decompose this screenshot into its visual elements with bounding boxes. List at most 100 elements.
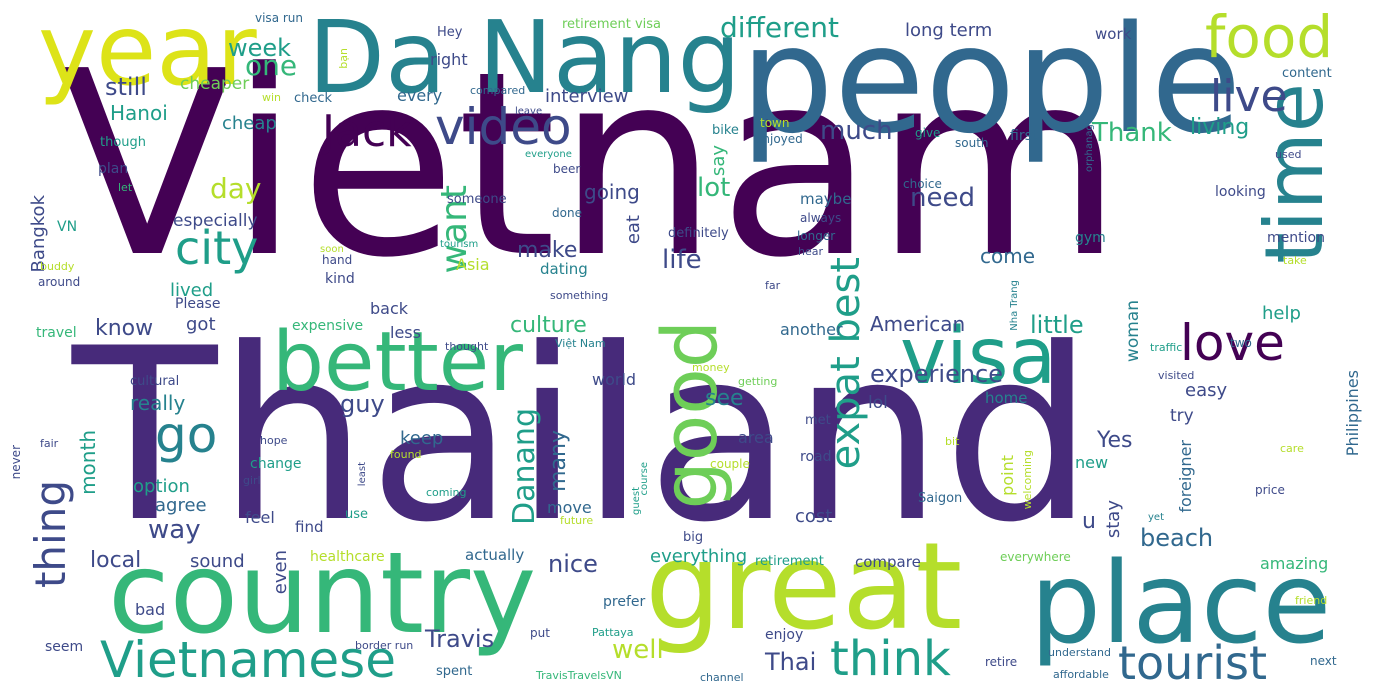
word-beach: beach [1140,524,1214,552]
word-great: great [645,518,963,657]
word-vietnamese: Vietnamese [100,631,396,689]
word-guy: guy [340,390,385,418]
word-video: video [435,98,572,156]
word-option: option [133,476,190,497]
word-someone: someone [447,192,507,207]
word-good: good [645,320,734,510]
word-buddy: buddy [40,260,75,273]
word-living: living [1190,115,1250,140]
word-say: say [708,145,729,177]
word-channel: channel [700,671,744,684]
word-mention: mention [1267,230,1325,246]
word-win: win [262,91,282,104]
word-cheaper: cheaper [180,74,250,94]
word-travistravelsvn: TravisTravelsVN [536,669,622,682]
word-amazing: amazing [1260,554,1329,573]
word-done: done [552,206,582,220]
word-welcoming: welcoming [1021,450,1034,510]
word-friend: friend [1295,594,1328,607]
word-enjoy: enjoy [765,627,804,643]
word-change: change [250,456,302,472]
word-border-run: border run [355,639,414,652]
word-thailand: Thailand [72,298,1095,575]
word-little: little [1030,311,1084,339]
word-jack: Jack [322,106,412,157]
word-philippines: Philippines [1343,370,1362,457]
word-kind: kind [325,271,355,287]
word-long-term: long term [905,20,993,41]
word-found: found [390,448,422,461]
word-lot: lot [697,173,731,203]
word-cultural: cultural [130,374,180,389]
word-visited: visited [1158,369,1195,382]
word-yet: yet [1148,512,1164,523]
word-hear: hear [798,245,824,258]
word-tourist: tourist [1118,636,1268,690]
word-area: area [738,428,774,447]
word-feel: feel [245,508,275,527]
word-fair: fair [40,437,59,450]
word-price: price [1255,483,1285,497]
word-bit: bit [945,435,960,448]
word-road: road [800,449,832,465]
word-visa: visa [900,312,1057,402]
word-stay: stay [1103,500,1124,539]
word-woman: woman [1123,300,1143,363]
word-come: come [980,244,1036,268]
word-asia: Asia [456,255,490,274]
word-lol: lol [868,393,888,413]
word-actually: actually [465,546,525,564]
word-looking: looking [1215,184,1266,200]
word-put: put [530,626,550,640]
word-life: life [662,245,702,275]
word-year: year [38,0,257,108]
word-every: every [397,86,443,105]
word-many: many [546,430,571,492]
word-least: least [357,462,368,487]
word-back: back [370,299,409,318]
word-nha-trang: Nha Trang [1009,280,1020,331]
word-first: first [1010,128,1038,144]
word-next: next [1310,654,1337,668]
word-never: never [9,445,23,480]
word-content: content [1282,66,1332,81]
word-seem: seem [45,639,84,655]
word-travel: travel [36,325,77,341]
word-got: got [186,314,216,335]
word-foreigner: foreigner [1176,440,1195,513]
word-keep: keep [400,428,444,449]
word-american: American [870,312,966,336]
word-two: two [1230,336,1252,350]
word-better: better [272,315,523,410]
word-pattaya: Pattaya [592,626,634,639]
word-expensive: expensive [292,318,364,334]
word-couple: couple [710,457,750,471]
word-local: local [90,548,142,573]
word-thai: Thai [765,648,817,676]
word-try: try [1170,406,1194,426]
word-cheap: cheap [222,113,277,134]
word-point: point [998,455,1017,496]
word-let: let [118,181,133,194]
word-town: town [760,116,790,130]
word-day: day [210,172,262,205]
word-girl: girl [243,474,261,487]
word-experience: experience [870,360,1004,388]
word-way: way [148,515,201,545]
word-week: week [228,34,292,62]
word-always: always [800,211,842,225]
word-danang: Danang [507,408,542,525]
word-world: world [592,370,637,389]
word-everywhere: everywhere [1000,550,1071,564]
word-help: help [1262,303,1301,324]
word-right: right [430,50,468,69]
word-month: month [76,430,100,495]
word-go: go [155,406,218,464]
word-everyone: everyone [525,149,572,160]
word-though: though [100,135,147,150]
word-future: future [560,514,594,527]
word-know: know [95,316,154,341]
word-see: see [705,386,744,411]
word-healthcare: healthcare [310,549,385,565]
